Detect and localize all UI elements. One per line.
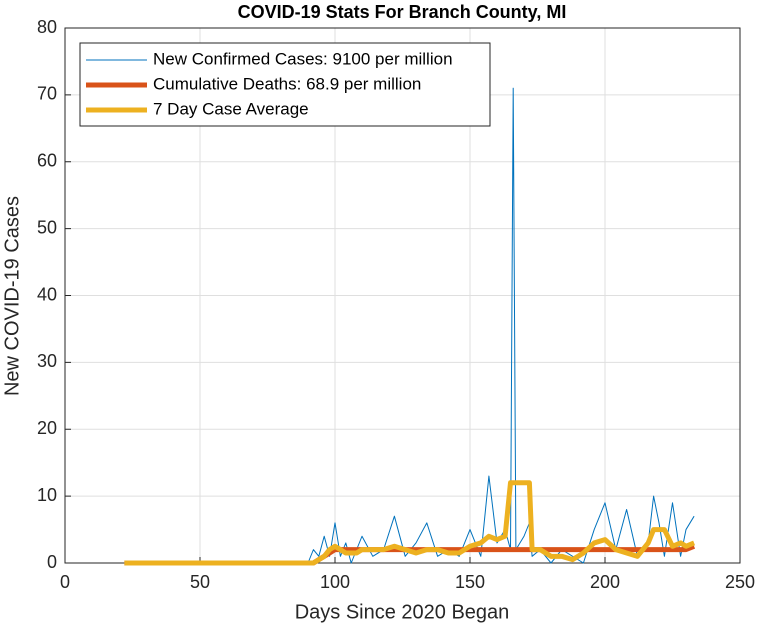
y-tick-label: 80 bbox=[37, 17, 57, 37]
y-tick-label: 10 bbox=[37, 485, 57, 505]
legend-label: New Confirmed Cases: 9100 per million bbox=[153, 49, 453, 68]
chart-title: COVID-19 Stats For Branch County, MI bbox=[238, 2, 567, 22]
x-tick-label: 50 bbox=[190, 572, 210, 592]
series-line bbox=[124, 480, 696, 566]
x-tick-label: 250 bbox=[725, 572, 755, 592]
legend-label: 7 Day Case Average bbox=[153, 99, 309, 118]
y-tick-label: 70 bbox=[37, 84, 57, 104]
x-tick-label: 200 bbox=[590, 572, 620, 592]
plot-frame bbox=[64, 27, 741, 564]
x-tick-label: 100 bbox=[320, 572, 350, 592]
legend-box bbox=[79, 42, 491, 127]
y-tick-label: 40 bbox=[37, 284, 57, 304]
legend-label: Cumulative Deaths: 68.9 per million bbox=[153, 74, 421, 93]
x-tick-label: 150 bbox=[455, 572, 485, 592]
x-axis-label: Days Since 2020 Began bbox=[295, 601, 510, 623]
y-tick-label: 0 bbox=[47, 552, 57, 572]
x-tick-label: 0 bbox=[60, 572, 70, 592]
y-tick-label: 30 bbox=[37, 351, 57, 371]
y-tick-label: 20 bbox=[37, 418, 57, 438]
y-axis-label: New COVID-19 Cases bbox=[1, 196, 23, 396]
series-line bbox=[124, 543, 696, 566]
y-tick-label: 60 bbox=[37, 151, 57, 171]
y-tick-label: 50 bbox=[37, 217, 57, 237]
